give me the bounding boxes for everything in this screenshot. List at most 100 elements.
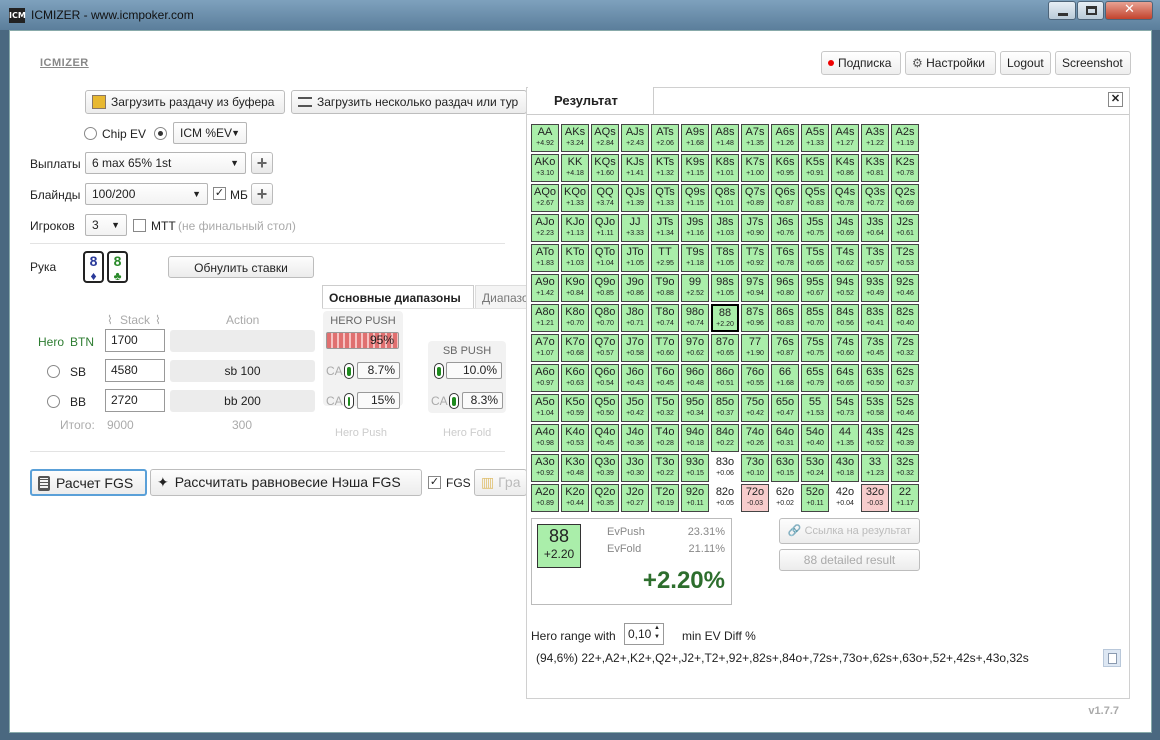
- range-cell-K8o[interactable]: K8o +0.70: [561, 304, 589, 332]
- range-cell-AKo[interactable]: AKo +3.10: [531, 154, 559, 182]
- range-cell-32o[interactable]: 32o -0.03: [861, 484, 889, 512]
- range-cell-QTs[interactable]: QTs +1.33: [651, 184, 679, 212]
- tab-other-ranges[interactable]: Диапазо: [475, 285, 527, 309]
- range-cell-A6o[interactable]: A6o +0.97: [531, 364, 559, 392]
- range-cell-T5o[interactable]: T5o +0.32: [651, 394, 679, 422]
- range-cell-76s[interactable]: 76s +0.87: [771, 334, 799, 362]
- range-cell-K7o[interactable]: K7o +0.68: [561, 334, 589, 362]
- range-cell-73o[interactable]: 73o +0.10: [741, 454, 769, 482]
- range-cell-T2o[interactable]: T2o +0.19: [651, 484, 679, 512]
- range-cell-54s[interactable]: 54s +0.73: [831, 394, 859, 422]
- range-cell-92s[interactable]: 92s +0.46: [891, 274, 919, 302]
- sb-push-value[interactable]: 10.0%: [446, 362, 502, 379]
- range-cell-JTs[interactable]: JTs +1.34: [651, 214, 679, 242]
- range-cell-A9o[interactable]: A9o +1.42: [531, 274, 559, 302]
- chip-ev-radio[interactable]: [84, 127, 97, 140]
- range-cell-74o[interactable]: 74o +0.26: [741, 424, 769, 452]
- logout-button[interactable]: Logout: [1000, 51, 1051, 75]
- range-cell-55[interactable]: 55 +1.53: [801, 394, 829, 422]
- hand-card-2[interactable]: 8 ♣: [107, 251, 128, 283]
- range-cell-53o[interactable]: 53o +0.24: [801, 454, 829, 482]
- range-cell-QQ[interactable]: QQ +3.74: [591, 184, 619, 212]
- range-cell-TT[interactable]: TT +2.95: [651, 244, 679, 272]
- range-cell-JTo[interactable]: JTo +1.05: [621, 244, 649, 272]
- range-cell-A8s[interactable]: A8s +1.48: [711, 124, 739, 152]
- range-cell-AQs[interactable]: AQs +2.84: [591, 124, 619, 152]
- range-cell-T3o[interactable]: T3o +0.22: [651, 454, 679, 482]
- calc-fgs-button[interactable]: Расчет FGS: [30, 469, 147, 496]
- fgs-checkbox[interactable]: ✓: [428, 476, 441, 489]
- range-cell-33[interactable]: 33 +1.23: [861, 454, 889, 482]
- range-cell-AA[interactable]: AA +4.92: [531, 124, 559, 152]
- range-cell-84o[interactable]: 84o +0.22: [711, 424, 739, 452]
- range-cell-J5s[interactable]: J5s +0.75: [801, 214, 829, 242]
- sb-action-field[interactable]: sb 100: [170, 360, 315, 382]
- range-cell-Q5o[interactable]: Q5o +0.50: [591, 394, 619, 422]
- copy-range-button[interactable]: [1103, 649, 1121, 667]
- add-blinds-button[interactable]: +: [251, 183, 273, 205]
- close-window-button[interactable]: ✕: [1105, 1, 1153, 20]
- range-cell-KJo[interactable]: KJo +1.13: [561, 214, 589, 242]
- range-cell-62s[interactable]: 62s +0.37: [891, 364, 919, 392]
- close-result-button[interactable]: ✕: [1108, 92, 1123, 107]
- range-cell-Q2o[interactable]: Q2o +0.35: [591, 484, 619, 512]
- range-cell-J2s[interactable]: J2s +0.61: [891, 214, 919, 242]
- range-cell-65o[interactable]: 65o +0.47: [771, 394, 799, 422]
- range-cell-A4o[interactable]: A4o +0.98: [531, 424, 559, 452]
- range-cell-97s[interactable]: 97s +0.94: [741, 274, 769, 302]
- range-cell-A9s[interactable]: A9s +1.68: [681, 124, 709, 152]
- range-cell-T6o[interactable]: T6o +0.45: [651, 364, 679, 392]
- range-cell-J2o[interactable]: J2o +0.27: [621, 484, 649, 512]
- range-cell-JJ[interactable]: JJ +3.33: [621, 214, 649, 242]
- blinds-select[interactable]: 100/200 ▼: [85, 183, 208, 205]
- range-cell-KJs[interactable]: KJs +1.41: [621, 154, 649, 182]
- add-payout-button[interactable]: +: [251, 152, 273, 174]
- range-cell-Q5s[interactable]: Q5s +0.83: [801, 184, 829, 212]
- range-cell-K4s[interactable]: K4s +0.86: [831, 154, 859, 182]
- range-cell-96s[interactable]: 96s +0.80: [771, 274, 799, 302]
- range-cell-ATs[interactable]: ATs +2.06: [651, 124, 679, 152]
- range-cell-K3o[interactable]: K3o +0.48: [561, 454, 589, 482]
- range-cell-Q7o[interactable]: Q7o +0.57: [591, 334, 619, 362]
- range-cell-K5o[interactable]: K5o +0.59: [561, 394, 589, 422]
- hand-card-1[interactable]: 8 ♦: [83, 251, 104, 283]
- bb-stack-input[interactable]: 2720: [105, 389, 165, 412]
- range-cell-73s[interactable]: 73s +0.45: [861, 334, 889, 362]
- players-select[interactable]: 3 ▼: [85, 214, 127, 236]
- range-cell-88[interactable]: 88 +2.20: [711, 304, 739, 332]
- range-cell-75s[interactable]: 75s +0.75: [801, 334, 829, 362]
- range-min-ev-input[interactable]: 0,10: [624, 623, 664, 645]
- range-cell-J9s[interactable]: J9s +1.16: [681, 214, 709, 242]
- range-cell-A5o[interactable]: A5o +1.04: [531, 394, 559, 422]
- range-cell-74s[interactable]: 74s +0.60: [831, 334, 859, 362]
- range-cell-86o[interactable]: 86o +0.51: [711, 364, 739, 392]
- minimize-button[interactable]: [1048, 1, 1076, 20]
- range-cell-Q6o[interactable]: Q6o +0.54: [591, 364, 619, 392]
- range-cell-KK[interactable]: KK +4.18: [561, 154, 589, 182]
- settings-button[interactable]: ⚙ Настройки: [905, 51, 996, 75]
- range-cell-32s[interactable]: 32s +0.32: [891, 454, 919, 482]
- range-cell-65s[interactable]: 65s +0.79: [801, 364, 829, 392]
- range-cell-Q7s[interactable]: Q7s +0.89: [741, 184, 769, 212]
- range-cell-T9s[interactable]: T9s +1.18: [681, 244, 709, 272]
- range-cell-99[interactable]: 99 +2.52: [681, 274, 709, 302]
- range-cell-K2o[interactable]: K2o +0.44: [561, 484, 589, 512]
- range-cell-AQo[interactable]: AQo +2.67: [531, 184, 559, 212]
- range-cell-K7s[interactable]: K7s +1.00: [741, 154, 769, 182]
- range-cell-K9s[interactable]: K9s +1.15: [681, 154, 709, 182]
- range-cell-T8o[interactable]: T8o +0.74: [651, 304, 679, 332]
- range-cell-54o[interactable]: 54o +0.40: [801, 424, 829, 452]
- load-clipboard-button[interactable]: Загрузить раздачу из буфера: [85, 90, 285, 114]
- range-cell-A5s[interactable]: A5s +1.33: [801, 124, 829, 152]
- range-cell-Q3s[interactable]: Q3s +0.72: [861, 184, 889, 212]
- range-cell-K8s[interactable]: K8s +1.01: [711, 154, 739, 182]
- range-cell-J6s[interactable]: J6s +0.76: [771, 214, 799, 242]
- bb-hero-radio[interactable]: [47, 395, 60, 408]
- range-cell-A4s[interactable]: A4s +1.27: [831, 124, 859, 152]
- graph-button[interactable]: ▥ Гра: [474, 469, 527, 496]
- range-cell-93o[interactable]: 93o +0.15: [681, 454, 709, 482]
- range-cell-63o[interactable]: 63o +0.15: [771, 454, 799, 482]
- range-cell-84s[interactable]: 84s +0.56: [831, 304, 859, 332]
- spinner-icon[interactable]: ▲ ▼: [654, 625, 660, 640]
- range-cell-T6s[interactable]: T6s +0.78: [771, 244, 799, 272]
